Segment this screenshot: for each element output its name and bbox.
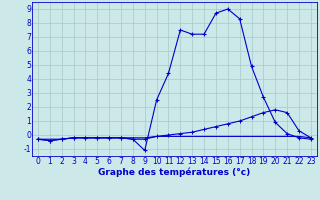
X-axis label: Graphe des températures (°c): Graphe des températures (°c) [98,167,251,177]
